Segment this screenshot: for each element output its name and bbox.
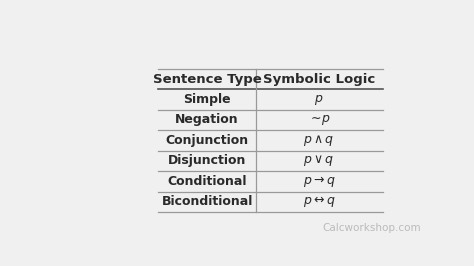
Text: Conjunction: Conjunction [165,134,249,147]
Text: $p\wedge q$: $p\wedge q$ [303,133,335,148]
Text: Biconditional: Biconditional [162,196,253,209]
Text: $p\leftrightarrow q$: $p\leftrightarrow q$ [303,194,336,209]
Text: $p\rightarrow q$: $p\rightarrow q$ [303,174,336,189]
Text: $p\vee q$: $p\vee q$ [303,153,335,168]
Text: Conditional: Conditional [167,175,247,188]
Text: Sentence Type: Sentence Type [153,73,262,86]
Text: $\sim\! p$: $\sim\! p$ [308,113,330,127]
Text: Symbolic Logic: Symbolic Logic [263,73,375,86]
Text: $p$: $p$ [314,93,324,106]
Text: Simple: Simple [183,93,231,106]
Text: Negation: Negation [175,114,239,127]
Text: Calcworkshop.com: Calcworkshop.com [322,223,421,233]
Text: Disjunction: Disjunction [168,155,246,168]
